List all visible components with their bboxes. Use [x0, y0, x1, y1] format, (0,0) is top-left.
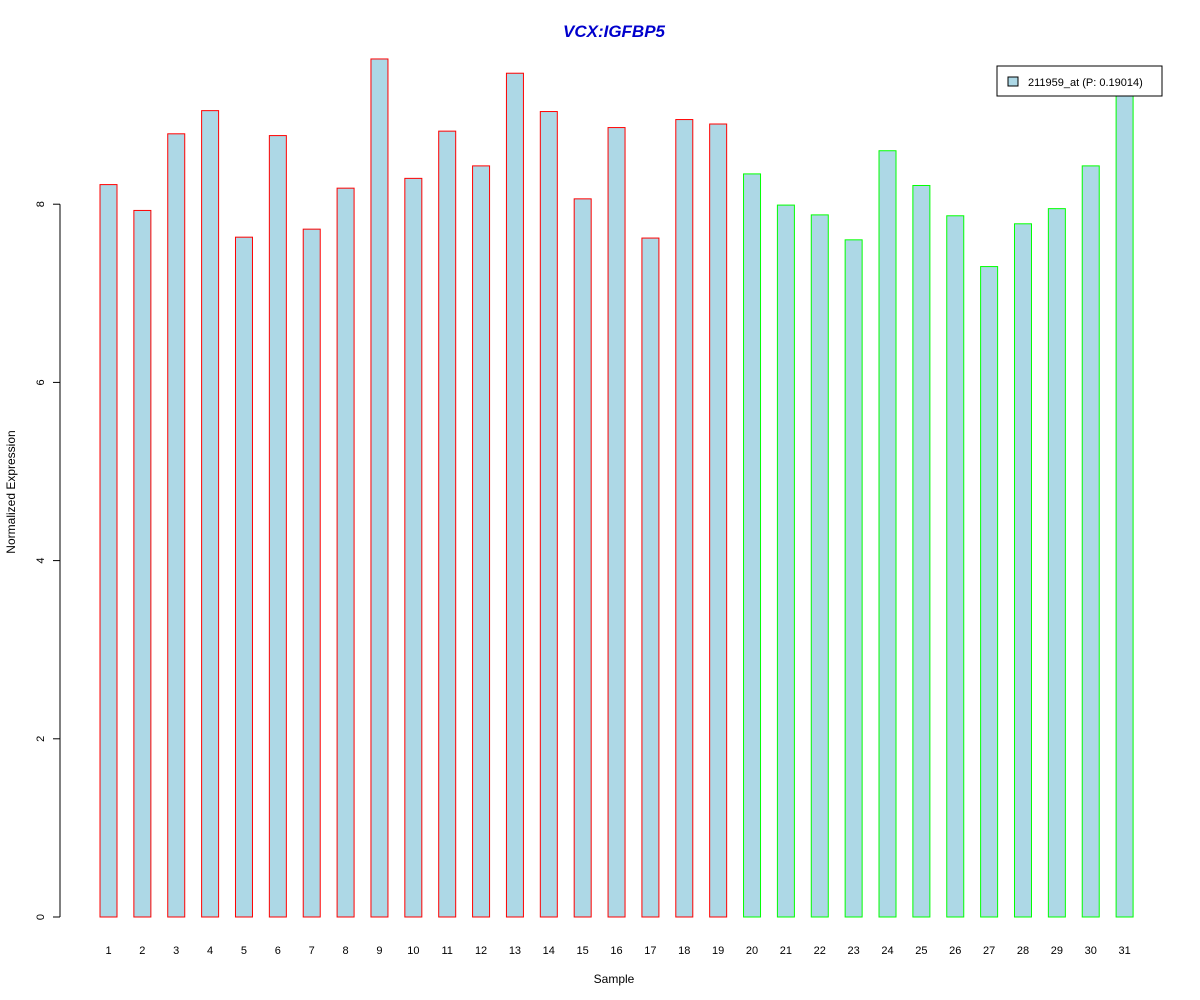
bar-sample-15 [573, 198, 592, 918]
x-tick-label: 13 [509, 945, 521, 957]
bar-sample-21 [776, 204, 795, 918]
x-tick-label: 3 [173, 945, 179, 957]
bar-sample-11 [438, 130, 457, 918]
x-tick-label: 5 [241, 945, 247, 957]
bar-sample-16 [607, 127, 626, 918]
chart-title: VCX:IGFBP5 [563, 22, 666, 41]
x-tick-label: 11 [441, 945, 452, 957]
x-tick-label: 7 [309, 945, 315, 957]
y-tick-label: 6 [35, 379, 47, 385]
bar-sample-9 [370, 58, 389, 918]
bar-sample-6 [268, 135, 287, 918]
bar-sample-20 [743, 173, 762, 918]
bar-sample-13 [505, 72, 524, 918]
x-tick-label: 29 [1051, 945, 1063, 957]
x-tick-label: 22 [814, 945, 826, 957]
bar-sample-30 [1081, 165, 1100, 918]
bar-sample-5 [234, 236, 253, 918]
legend-box [996, 65, 1163, 97]
legend: 211959_at (P: 0.19014) [996, 65, 1163, 97]
y-axis-label: Normalized Expression [4, 430, 18, 553]
x-tick-label: 15 [577, 945, 589, 957]
x-tick-label: 31 [1118, 945, 1130, 957]
x-tick-label: 20 [746, 945, 758, 957]
x-tick-labels: 1 2 3 4 5 6 7 8 9 10 11 12 13 14 15 16 17 18 19 20 21 22 23 24 2… [105, 945, 1130, 957]
bar-sample-1 [99, 184, 118, 918]
bar-sample-14 [539, 111, 558, 918]
bar-sample-17 [641, 237, 660, 918]
x-tick-label: 8 [343, 945, 349, 957]
y-tick-label: 8 [35, 201, 47, 207]
x-tick-label: 26 [949, 945, 961, 957]
x-tick-label: 16 [610, 945, 622, 957]
bar-sample-8 [336, 187, 355, 918]
bars-group [99, 58, 1134, 918]
x-tick-label: 9 [376, 945, 382, 957]
x-tick-label: 2 [139, 945, 145, 957]
bar-sample-12 [472, 165, 491, 918]
x-tick-label: 14 [543, 945, 555, 957]
bar-sample-2 [133, 209, 152, 918]
x-tick-label: 17 [644, 945, 656, 957]
bar-sample-10 [404, 177, 423, 918]
bar-sample-26 [946, 215, 965, 918]
bar-sample-7 [302, 228, 321, 918]
y-tick-label: 0 [35, 914, 47, 920]
bar-sample-29 [1047, 208, 1066, 918]
x-tick-label: 27 [983, 945, 995, 957]
bar-sample-19 [709, 123, 728, 918]
x-tick-label: 24 [881, 945, 893, 957]
bar-sample-25 [912, 184, 931, 918]
bar-sample-31 [1115, 92, 1134, 918]
x-tick-label: 12 [475, 945, 487, 957]
bar-sample-22 [810, 214, 829, 918]
bar-sample-18 [675, 119, 694, 918]
x-tick-label: 19 [712, 945, 724, 957]
y-axis: 0 2 4 6 8 [35, 201, 61, 920]
x-tick-label: 10 [407, 945, 419, 957]
bar-sample-24 [878, 150, 897, 918]
x-tick-label: 18 [678, 945, 690, 957]
x-tick-label: 23 [848, 945, 860, 957]
bar-sample-4 [201, 110, 220, 918]
x-tick-label: 28 [1017, 945, 1029, 957]
bar-sample-28 [1013, 223, 1032, 918]
y-tick-label: 2 [35, 736, 47, 742]
legend-label: 211959_at (P: 0.19014) [1028, 77, 1143, 89]
bar-sample-23 [844, 239, 863, 918]
x-axis-label: Sample [594, 972, 635, 986]
x-tick-label: 6 [275, 945, 281, 957]
bar-sample-27 [980, 266, 999, 918]
bar-sample-3 [167, 133, 186, 918]
x-tick-label: 21 [780, 945, 792, 957]
x-tick-label: 30 [1085, 945, 1097, 957]
x-tick-label: 1 [105, 945, 111, 957]
legend-swatch [1007, 76, 1019, 87]
x-tick-label: 4 [207, 945, 213, 957]
y-tick-label: 4 [35, 558, 47, 564]
x-tick-label: 25 [915, 945, 927, 957]
